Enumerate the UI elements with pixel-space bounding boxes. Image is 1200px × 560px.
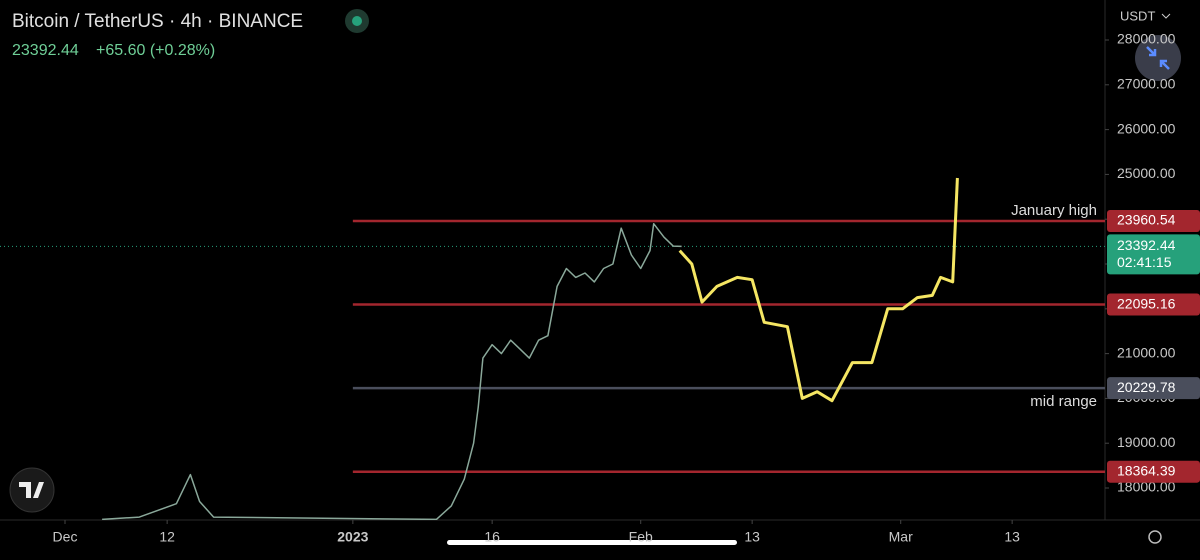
collapse-icon [1146, 46, 1170, 70]
last-price-tag-label: 23392.44 [1117, 237, 1176, 253]
currency[interactable]: USDT [1120, 8, 1155, 23]
price-change: +65.60 (+0.28%) [96, 42, 215, 59]
tv-logo-mark [19, 482, 44, 498]
y-tick-label: 21000.00 [1117, 344, 1176, 360]
x-tick-label: 2023 [337, 529, 368, 545]
y-tick-label: 25000.00 [1117, 165, 1176, 181]
tv-logo[interactable] [9, 467, 55, 513]
level-tag-label: 20229.78 [1117, 379, 1176, 395]
level-tag-label: 23960.54 [1117, 212, 1176, 228]
settings-icon[interactable] [1148, 530, 1162, 544]
plot-area [0, 177, 1105, 520]
last-price-tag [1107, 234, 1200, 275]
level-tag-label: 22095.16 [1117, 295, 1176, 311]
collapse-button[interactable] [1135, 35, 1181, 81]
x-tick-label: 13 [744, 529, 760, 545]
home-indicator [447, 540, 737, 545]
countdown: 02:41:15 [1117, 254, 1172, 270]
status-dot [352, 16, 362, 26]
level-tag [1107, 460, 1200, 483]
last-price: 23392.44 [12, 42, 79, 59]
x-tick-label: Mar [889, 529, 913, 545]
level-tag [1107, 209, 1200, 232]
x-tick-label: 13 [1004, 529, 1020, 545]
x-tick-label: Dec [53, 529, 78, 545]
currency-caret [1161, 13, 1171, 19]
price-line [102, 222, 682, 520]
x-tick-label: Feb [629, 529, 653, 545]
y-tick-label: 18000.00 [1117, 479, 1176, 495]
level-annotation: January high [1011, 202, 1097, 219]
level-tag [1107, 293, 1200, 316]
x-tick-label: 12 [159, 529, 175, 545]
level-annotation: mid range [1030, 393, 1097, 410]
projection-line [678, 177, 959, 403]
level-tag [1107, 377, 1200, 400]
level-tag-label: 18364.39 [1117, 462, 1176, 478]
x-tick-label: 16 [484, 529, 500, 545]
y-tick-label: 27000.00 [1117, 76, 1176, 92]
y-tick-label: 26000.00 [1117, 120, 1176, 136]
y-tick-label: 19000.00 [1117, 434, 1176, 450]
symbol-title: Bitcoin / TetherUS · 4h · BINANCE [12, 11, 303, 32]
y-tick-label: 28000.00 [1117, 31, 1176, 47]
